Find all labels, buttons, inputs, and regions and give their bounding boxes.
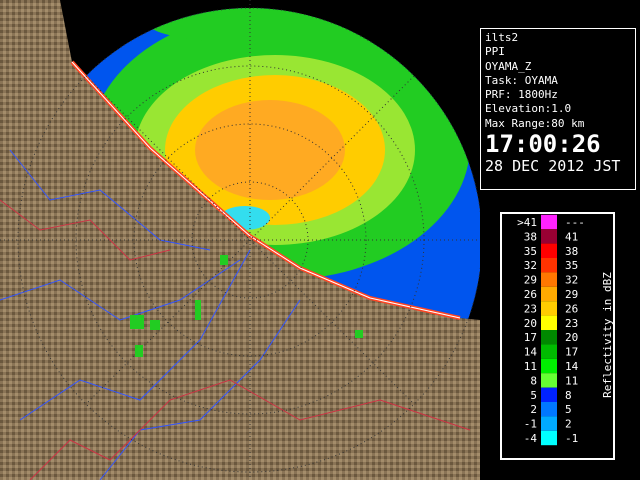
legend-low: 8	[530, 374, 537, 387]
legend-low: 11	[524, 360, 537, 373]
legend-swatch	[541, 214, 557, 230]
date: 28 DEC 2012 JST	[485, 157, 621, 176]
legend-high: 38	[565, 245, 578, 258]
legend-high: 41	[565, 230, 578, 243]
info-line: Max Range:80 km	[485, 116, 585, 130]
legend-high: 8	[565, 389, 572, 402]
legend-low: 20	[524, 317, 537, 330]
legend-high: -1	[565, 432, 578, 445]
legend-high: 17	[565, 346, 578, 359]
legend-high: 35	[565, 259, 578, 272]
coastline	[71, 61, 461, 319]
legend-swatch	[541, 258, 557, 273]
info-line: ilts2	[485, 31, 519, 44]
legend-swatch	[541, 344, 557, 359]
legend-swatch	[541, 286, 557, 302]
legend-high: 26	[565, 302, 578, 315]
legend-swatch	[541, 301, 557, 316]
legend-low: 14	[524, 346, 538, 359]
legend-high: 2	[565, 418, 572, 431]
legend-low: 17	[524, 331, 537, 344]
info-line: PPI	[485, 45, 505, 59]
legend-high: 14	[565, 360, 579, 373]
radar-map	[0, 0, 480, 480]
info-panel: ilts2 PPI OYAMA_Z Task: OYAMA PRF: 1800Hz Ele…	[480, 28, 636, 190]
rivers	[0, 149, 301, 480]
legend-high: 29	[565, 288, 578, 301]
legend-low: -1	[524, 418, 537, 431]
legend-high: 20	[565, 331, 578, 344]
info-line: Elevation:1.0	[485, 102, 572, 116]
legend-high: ---	[565, 216, 585, 229]
legend-low: 29	[524, 274, 537, 287]
legend-low: 38	[524, 230, 537, 243]
legend-swatch	[541, 229, 557, 244]
legend-low: -4	[524, 432, 538, 445]
legend-swatch	[541, 243, 557, 258]
range-rings	[0, 0, 480, 480]
legend-swatch	[541, 373, 557, 388]
legend-low: 32	[524, 259, 537, 272]
info-line: PRF: 1800Hz	[485, 88, 558, 102]
legend-box	[502, 214, 613, 458]
legend-low: 35	[524, 245, 537, 258]
legend-low: 2	[530, 403, 537, 416]
legend-swatch	[541, 330, 557, 345]
land-echo	[130, 255, 363, 357]
legend-swatch	[541, 358, 557, 374]
legend-high: 32	[565, 274, 578, 287]
legend-high: 11	[565, 374, 578, 387]
legend-swatch	[541, 272, 557, 287]
legend-swatch	[541, 387, 557, 402]
legend-low: 5	[530, 389, 537, 402]
info-line: OYAMA_Z	[485, 59, 532, 73]
legend-swatch	[541, 402, 557, 417]
legend-low: 26	[524, 288, 537, 301]
legend-low: >41	[517, 216, 537, 229]
borders	[0, 199, 471, 480]
legend-low: 23	[524, 302, 537, 315]
legend-swatch	[541, 430, 557, 446]
info-line: Task: OYAMA	[485, 73, 558, 87]
time: 17:00:26	[485, 130, 601, 159]
legend-swatch	[541, 416, 557, 431]
legend-high: 23	[565, 317, 578, 330]
legend-high: 5	[565, 403, 572, 416]
legend-title: Reflectivity in dBZ	[601, 272, 614, 398]
legend-swatch	[541, 315, 557, 330]
